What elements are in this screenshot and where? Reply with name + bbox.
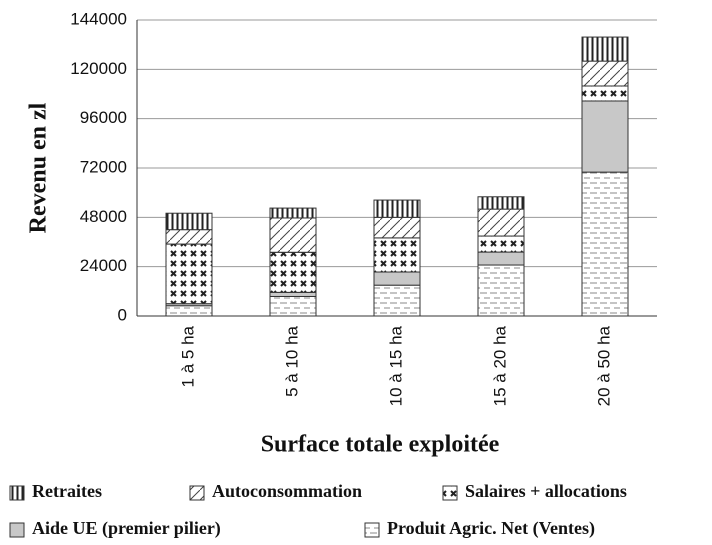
legend-swatch: [9, 485, 25, 501]
bar-segment: [373, 199, 421, 218]
bar-segment: [165, 212, 213, 231]
bar-segment: [373, 271, 421, 286]
bar-segment: [373, 216, 421, 239]
bar-segment: [165, 229, 213, 245]
bar-segment: [581, 60, 629, 87]
x-tick-label: 5 à 10 ha: [282, 325, 301, 396]
bar-segment: [477, 208, 525, 237]
bar-segment: [477, 235, 525, 253]
bar-segment: [373, 284, 421, 317]
bar-segment: [477, 264, 525, 317]
bar-segment: [581, 36, 629, 62]
y-tick-label: 48000: [80, 207, 127, 226]
legend-label: Autoconsommation: [212, 481, 362, 501]
legend-label: Retraites: [32, 481, 102, 501]
y-tick-label: 24000: [80, 256, 127, 275]
bar-segment: [581, 100, 629, 173]
y-tick-label: 96000: [80, 108, 127, 127]
y-tick-label: 72000: [80, 157, 127, 176]
bar-segment: [269, 251, 317, 293]
legend-swatch: [189, 485, 205, 501]
legend-swatch: [442, 485, 458, 501]
bar-segment: [165, 243, 213, 305]
y-tick-label: 0: [118, 305, 127, 324]
legend-swatch: [364, 522, 380, 538]
bar-segment: [269, 295, 317, 317]
bar-segment: [581, 85, 629, 102]
x-tick-label: 1 à 5 ha: [178, 325, 197, 387]
bar-segment: [269, 217, 317, 253]
bar-segment: [165, 305, 213, 317]
x-tick-label: 20 à 50 ha: [594, 325, 613, 406]
legend-swatch: [9, 522, 25, 538]
y-tick-label: 120000: [70, 59, 127, 78]
legend-label: Produit Agric. Net (Ventes): [387, 518, 595, 539]
bar-segment: [269, 291, 317, 297]
y-axis-title: Revenu en zl: [26, 102, 52, 233]
bar-segment: [477, 251, 525, 266]
legend-label: Salaires + allocations: [465, 481, 627, 501]
x-axis-title: Surface totale exploitée: [261, 432, 500, 458]
x-tick-label: 10 à 15 ha: [386, 325, 405, 406]
y-tick-label: 144000: [70, 9, 127, 28]
x-tick-label: 15 à 20 ha: [490, 325, 509, 406]
bar-segment: [269, 207, 317, 219]
bar-segment: [581, 171, 629, 317]
legend-label: Aide UE (premier pilier): [32, 518, 221, 539]
bar-segment: [373, 237, 421, 273]
bar-segment: [477, 196, 525, 210]
